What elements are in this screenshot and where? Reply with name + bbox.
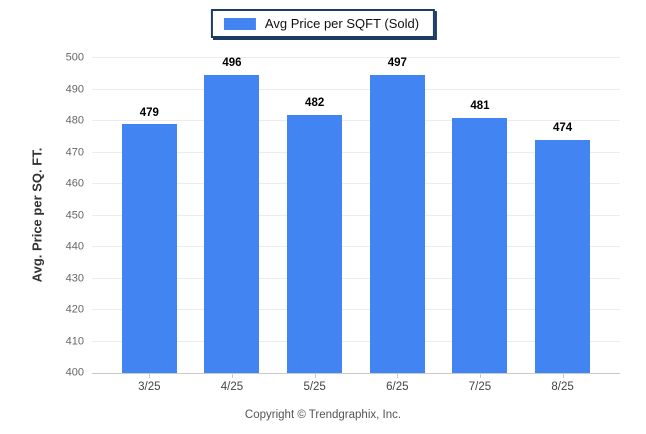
x-axis-tick <box>149 373 151 378</box>
bar <box>287 114 343 373</box>
x-axis-label: 4/25 <box>220 381 244 393</box>
bar-value-label: 481 <box>470 100 490 113</box>
plot-area: 479 3/25 496 4/25 482 5/25 497 6/25 481 7/25 474 8/… <box>66 52 620 393</box>
x-axis-label: 5/25 <box>303 381 326 393</box>
x-axis-label: 8/25 <box>551 381 574 393</box>
legend-label: Avg Price per SQFT (Sold) <box>264 16 420 31</box>
bar-slot: 481 7/25 <box>452 58 508 393</box>
legend-box: Avg Price per SQFT (Sold) <box>210 9 436 38</box>
gridline <box>92 120 620 121</box>
bar <box>204 74 260 373</box>
x-axis-tick <box>479 373 481 378</box>
legend-swatch-icon <box>223 17 256 30</box>
gridline <box>92 214 620 216</box>
gridline <box>92 340 620 342</box>
gridline <box>92 88 620 90</box>
bar-slot: 497 6/25 <box>369 57 425 393</box>
y-axis-tick-label: 490 <box>65 83 84 95</box>
x-axis-tick <box>314 373 316 378</box>
y-axis-tick-label: 400 <box>65 366 84 379</box>
gridline <box>92 246 620 247</box>
copyright-text: Copyright © Trendgraphix, Inc. <box>244 409 402 421</box>
x-axis-label: 3/25 <box>138 381 161 393</box>
bar-value-label: 497 <box>387 57 407 69</box>
x-axis-label: 6/25 <box>386 381 409 393</box>
x-axis-tick <box>562 373 564 378</box>
gridline <box>92 277 620 279</box>
bar-slot: 474 8/25 <box>535 58 591 393</box>
y-axis-tick-label: 470 <box>65 146 84 158</box>
y-axis-tick-label: 480 <box>65 114 84 127</box>
gridline <box>92 183 620 184</box>
y-axis-tick-label: 460 <box>65 177 84 190</box>
bar-slot: 479 3/25 <box>121 58 177 393</box>
bar-slot: 482 5/25 <box>287 58 343 393</box>
bar-value-label: 496 <box>222 57 242 69</box>
x-axis-tick <box>231 373 233 378</box>
bars-row: 479 3/25 496 4/25 482 5/25 497 6/25 481 7/25 474 8/… <box>92 57 620 393</box>
y-axis-tick-label: 450 <box>65 209 84 221</box>
bar <box>369 74 425 373</box>
bar-slot: 496 4/25 <box>204 57 260 393</box>
bar-value-label: 474 <box>553 122 573 135</box>
y-axis-tick-label: 440 <box>65 240 84 253</box>
y-axis-tick-label: 430 <box>65 272 84 284</box>
y-axis-tick-label: 410 <box>65 335 84 347</box>
bar-value-label: 482 <box>305 97 325 110</box>
y-axis-tick-label: 500 <box>65 51 84 64</box>
gridline <box>92 151 620 153</box>
bar <box>452 117 508 373</box>
gridline <box>92 57 620 58</box>
bar <box>121 124 177 373</box>
bar <box>535 139 591 373</box>
x-axis-label: 7/25 <box>468 381 492 393</box>
gridline <box>92 309 620 310</box>
x-axis-tick <box>397 373 399 378</box>
y-axis-tick-label: 420 <box>65 303 84 316</box>
bar-value-label: 479 <box>139 106 159 119</box>
